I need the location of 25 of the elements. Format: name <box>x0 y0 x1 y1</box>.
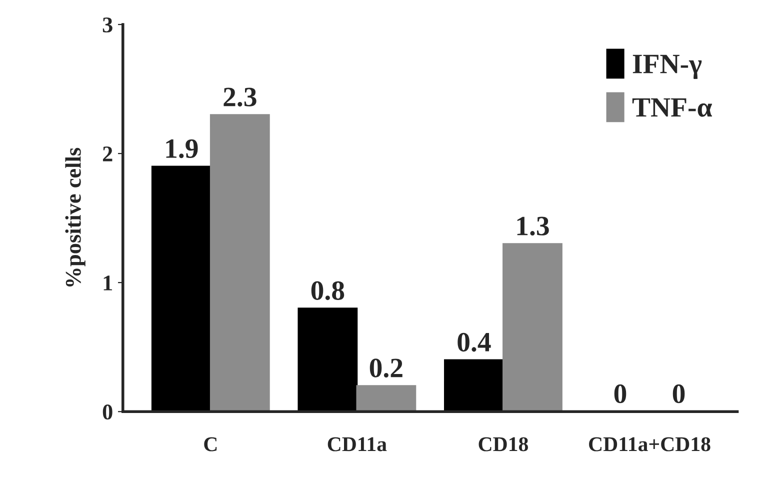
legend-label: IFN-γ <box>632 54 702 80</box>
bar <box>444 359 504 412</box>
data-label: 0.4 <box>458 332 491 352</box>
data-label: 1.3 <box>517 216 549 236</box>
y-tick-label: 0 <box>102 404 112 420</box>
x-tick-label: C <box>204 437 217 452</box>
data-label: 0 <box>614 384 626 404</box>
data-label: 2.3 <box>224 88 256 107</box>
legend-label: TNF-α <box>632 98 712 117</box>
y-tick-label: 2 <box>102 146 112 162</box>
bar <box>356 385 416 412</box>
y-tick-label: 3 <box>102 17 112 32</box>
x-tick-label: CD11a+CD18 <box>589 437 710 452</box>
y-axis-title: %positive cells <box>65 148 86 286</box>
data-label: 0.2 <box>370 358 402 378</box>
y-tick-label: 1 <box>104 276 112 290</box>
bar <box>151 166 212 412</box>
bar <box>502 243 562 412</box>
data-label: 0 <box>672 384 685 404</box>
bar <box>298 308 358 412</box>
data-label: 1.9 <box>166 139 198 158</box>
data-label: 0.8 <box>311 281 344 300</box>
bar <box>210 114 270 412</box>
x-tick-label: CD11a <box>328 437 387 452</box>
x-tick-label: CD18 <box>478 437 528 452</box>
